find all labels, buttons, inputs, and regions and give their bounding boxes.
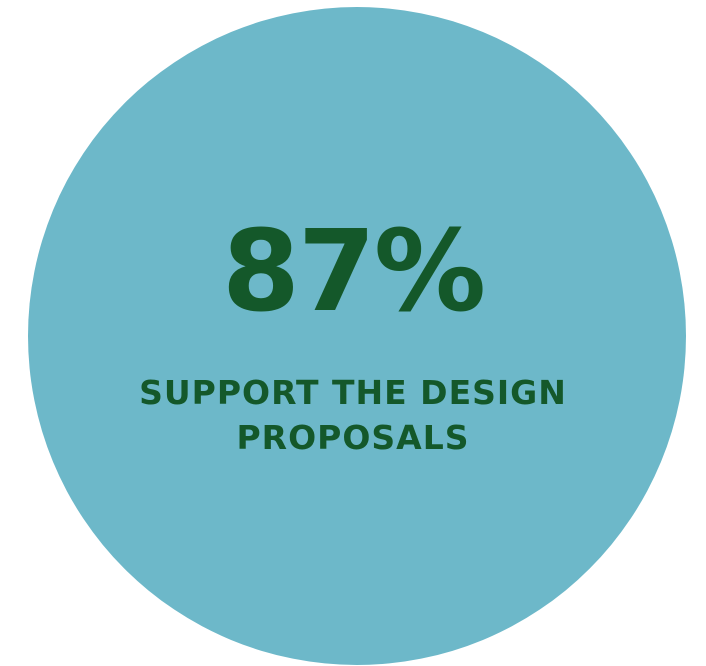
stat-caption: SUPPORT THE DESIGN PROPOSALS [139, 373, 567, 457]
stat-circle [28, 7, 686, 665]
stat-value: 87% [221, 207, 486, 337]
